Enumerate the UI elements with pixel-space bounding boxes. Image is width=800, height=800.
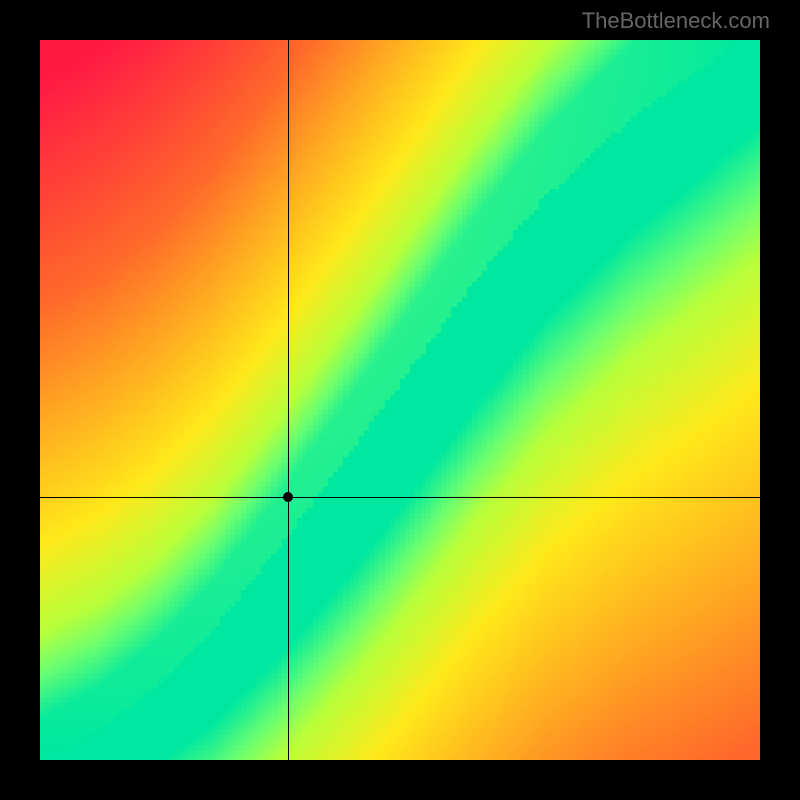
heatmap-canvas xyxy=(40,40,760,760)
crosshair-marker xyxy=(283,492,293,502)
crosshair-horizontal xyxy=(40,497,760,498)
crosshair-vertical xyxy=(288,40,289,760)
watermark-text: TheBottleneck.com xyxy=(582,8,770,34)
bottleneck-heatmap xyxy=(40,40,760,760)
